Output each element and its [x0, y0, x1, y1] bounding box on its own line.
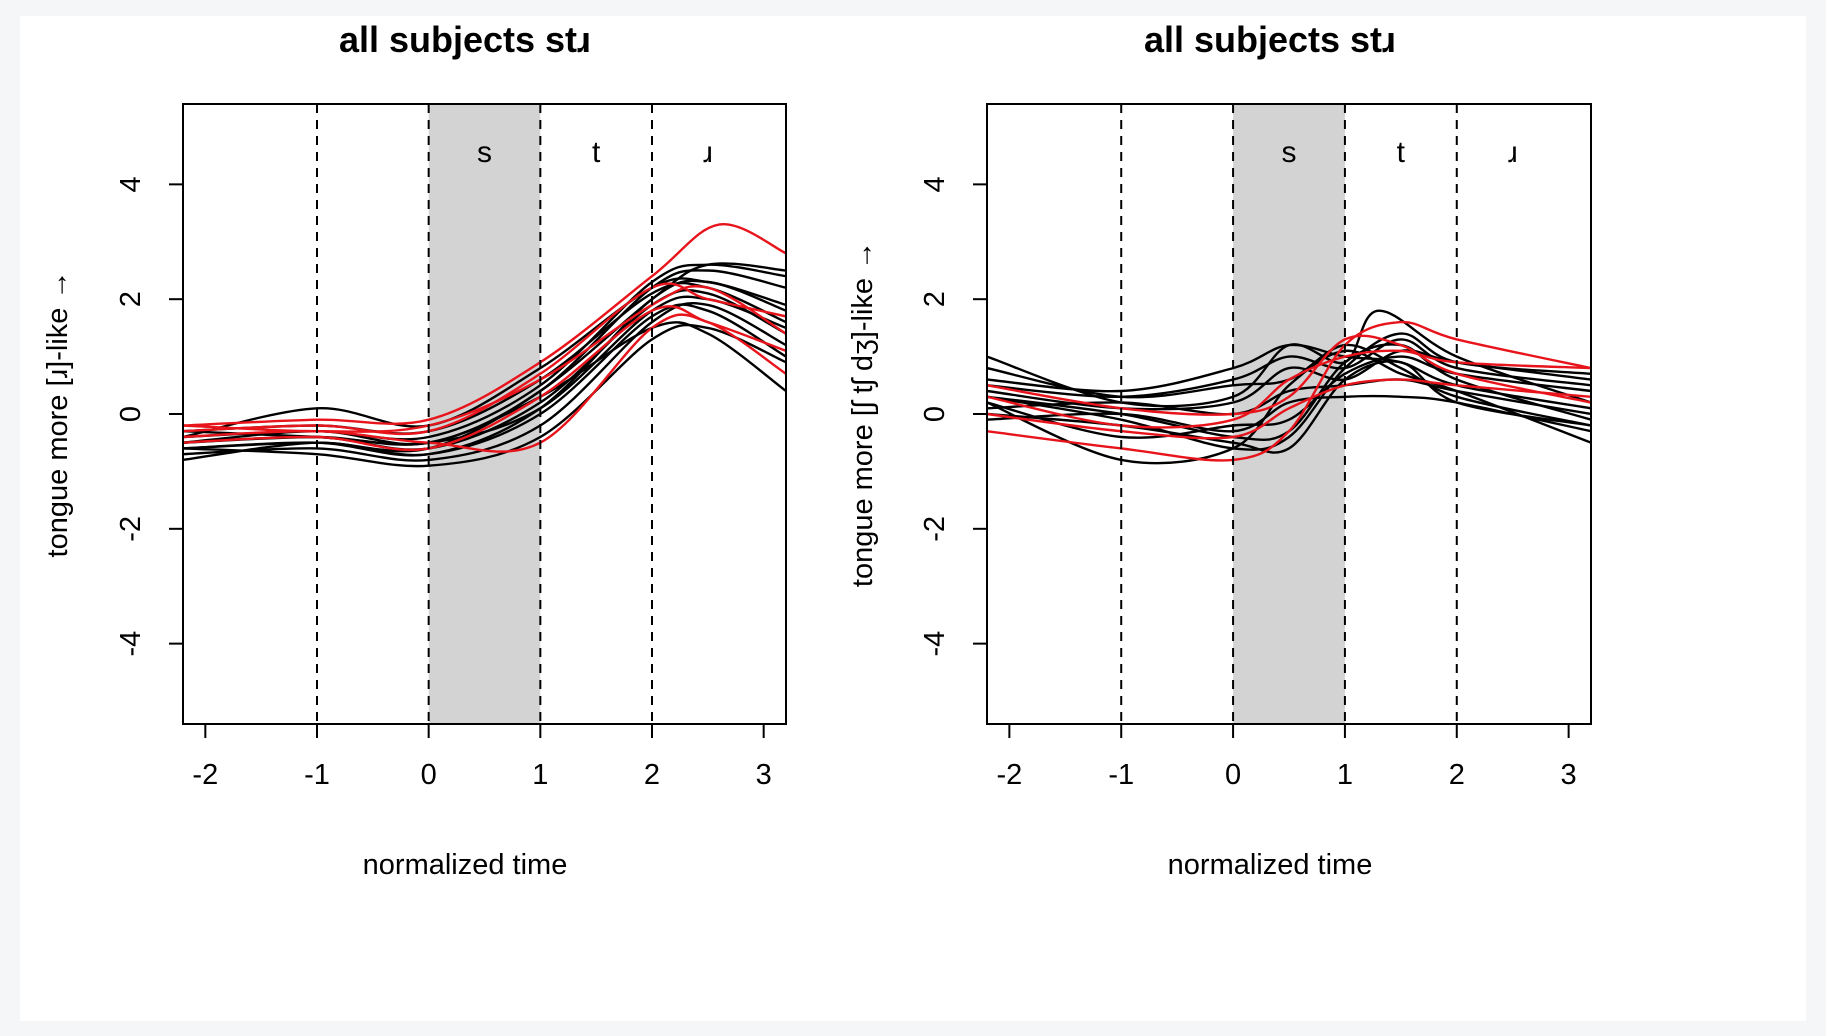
- segment-label-s: s: [477, 136, 492, 169]
- y-axis-label: tongue more [ɹ]-like →: [42, 271, 74, 558]
- y-tick-label: -2: [115, 516, 147, 542]
- series-line-red-14: [183, 282, 786, 436]
- y-tick-label: 4: [115, 176, 147, 192]
- figure-svg: s t ɹ -2 -1 0 1 2 3 -4 -2 0 2 4 all subjects stɹ normal…: [42, 19, 1592, 881]
- segment-label-ɹ: ɹ: [1508, 136, 1518, 169]
- x-tick-label: 1: [532, 759, 548, 791]
- series-line-black-11: [987, 378, 1591, 416]
- x-tick-label: 0: [1225, 759, 1241, 791]
- x-tick-label: 2: [1449, 759, 1465, 791]
- chart-panel-1: s t ɹ -2 -1 0 1 2 3 -4 -2 0 2 4 all subjects stɹ normal…: [42, 19, 787, 881]
- y-tick-label: -4: [919, 631, 951, 657]
- chart-title: all subjects stɹ: [339, 19, 591, 60]
- x-tick-label: 3: [1561, 759, 1577, 791]
- x-tick-label: 3: [756, 759, 772, 791]
- x-axis-label: normalized time: [1168, 849, 1373, 881]
- shaded-interval: [1233, 104, 1345, 724]
- chart-panel-2: s t ɹ -2 -1 0 1 2 3 -4 -2 0 2 4 all subjects stɹ normal…: [847, 19, 1592, 881]
- y-tick-label: 0: [115, 406, 147, 422]
- x-tick-label: 0: [421, 759, 437, 791]
- x-tick-label: -2: [192, 759, 218, 791]
- x-tick-label: -2: [996, 759, 1022, 791]
- segment-label-t: t: [592, 136, 601, 169]
- x-tick-label: 2: [644, 759, 660, 791]
- chart-title: all subjects stɹ: [1144, 19, 1396, 60]
- y-tick-label: 0: [919, 406, 951, 422]
- y-tick-label: 2: [919, 291, 951, 307]
- segment-label-ɹ: ɹ: [703, 136, 713, 169]
- figure: s t ɹ -2 -1 0 1 2 3 -4 -2 0 2 4 all subjects stɹ normal…: [20, 16, 1806, 1021]
- series-line-red-13: [183, 223, 786, 427]
- series-line-red-17: [183, 285, 786, 433]
- y-tick-label: 4: [919, 176, 951, 192]
- x-tick-label: 1: [1337, 759, 1353, 791]
- y-tick-label: -2: [919, 516, 951, 542]
- x-tick-label: -1: [1108, 759, 1134, 791]
- segment-label-s: s: [1282, 136, 1297, 169]
- y-axis-label: tongue more [ʃ tʃ dʒ]-like →: [847, 241, 879, 587]
- series-line-black-3: [183, 301, 786, 462]
- x-tick-label: -1: [304, 759, 330, 791]
- series-line-black-6: [183, 323, 786, 468]
- y-tick-label: -4: [115, 631, 147, 657]
- segment-label-t: t: [1397, 136, 1406, 169]
- y-tick-label: 2: [115, 291, 147, 307]
- series-line-red-16: [183, 305, 786, 452]
- x-axis-label: normalized time: [363, 849, 568, 881]
